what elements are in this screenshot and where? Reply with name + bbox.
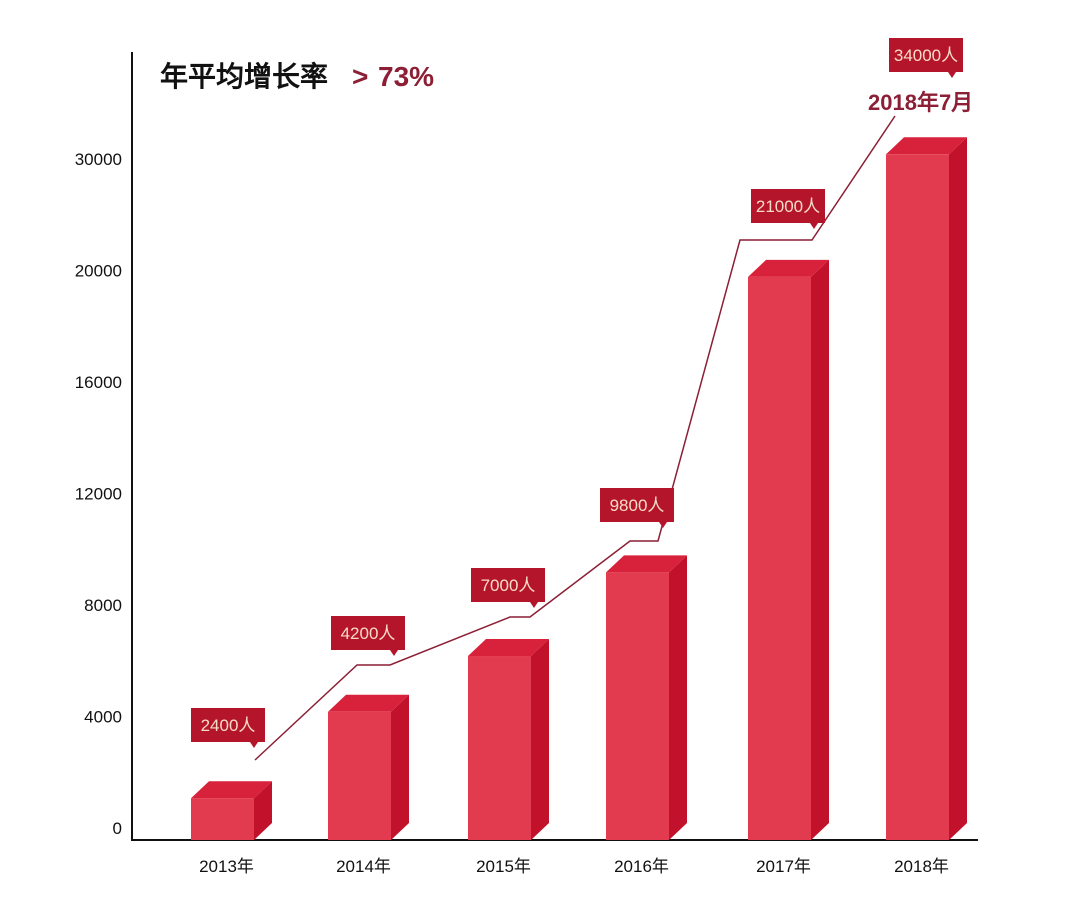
chart-title: 年平均增长率 [160, 60, 328, 92]
bar-side [949, 137, 967, 840]
data-label-text: 7000人 [481, 576, 536, 595]
data-label: 34000人 [889, 38, 963, 78]
bar-top [886, 137, 967, 155]
trend-line [254, 115, 896, 761]
bar-side [669, 555, 687, 840]
bar-2016年 [606, 555, 687, 840]
y-tick-label: 20000 [75, 262, 122, 281]
data-label-pointer [948, 72, 956, 78]
y-tick-label: 4000 [84, 708, 122, 727]
bar-front [328, 711, 391, 840]
data-label-box [191, 708, 265, 742]
data-label-box [751, 189, 825, 223]
bar-2014年 [328, 694, 409, 840]
data-label: 21000人 [751, 189, 825, 229]
bar-top [191, 781, 272, 799]
data-label-text: 2400人 [201, 716, 256, 735]
data-label: 9800人 [600, 488, 674, 528]
bar-front [606, 572, 669, 840]
data-label-pointer [250, 742, 258, 748]
y-tick-label: 30000 [75, 150, 122, 169]
bar-side [811, 259, 829, 840]
bar-front [748, 276, 811, 840]
data-label-pointer [810, 223, 818, 229]
bar-2015年 [468, 639, 549, 840]
data-label-box [889, 38, 963, 72]
bar-side [531, 639, 549, 840]
bar-top [748, 259, 829, 277]
data-label-text: 34000人 [894, 46, 958, 65]
bar-front [468, 656, 531, 840]
data-label-text: 9800人 [610, 496, 665, 515]
y-tick-label: 12000 [75, 485, 122, 504]
growth-rate: 73% [378, 61, 434, 92]
data-label: 7000人 [471, 568, 545, 608]
data-label-box [471, 568, 545, 602]
bar-2017年 [748, 259, 829, 840]
data-label-text: 4200人 [341, 624, 396, 643]
data-label-text: 21000人 [756, 197, 820, 216]
growth-prefix: > [352, 61, 368, 92]
bar-top [328, 694, 409, 712]
bar-side [254, 781, 272, 840]
bar-2018年 [886, 137, 967, 840]
bar-front [191, 798, 254, 840]
x-tick-label: 2018年 [894, 857, 949, 876]
data-label-pointer [530, 602, 538, 608]
y-tick-label: 16000 [75, 373, 122, 392]
y-tick-label: 8000 [84, 596, 122, 615]
data-label-pointer [390, 650, 398, 656]
data-label-box [331, 616, 405, 650]
x-tick-label: 2017年 [756, 857, 811, 876]
data-label: 2400人 [191, 708, 265, 748]
date-annotation: 2018年7月 [868, 90, 973, 115]
bar-2013年 [191, 781, 272, 840]
bar-front [886, 154, 949, 840]
data-label: 4200人 [331, 616, 405, 656]
data-label-box [600, 488, 674, 522]
bar-top [468, 639, 549, 657]
x-tick-label: 2015年 [476, 857, 531, 876]
x-tick-label: 2013年 [199, 857, 254, 876]
x-tick-label: 2014年 [336, 857, 391, 876]
bar-side [391, 694, 409, 840]
x-tick-label: 2016年 [614, 857, 669, 876]
data-label-pointer [659, 522, 667, 528]
bar-top [606, 555, 687, 573]
y-tick-label: 0 [113, 819, 122, 838]
